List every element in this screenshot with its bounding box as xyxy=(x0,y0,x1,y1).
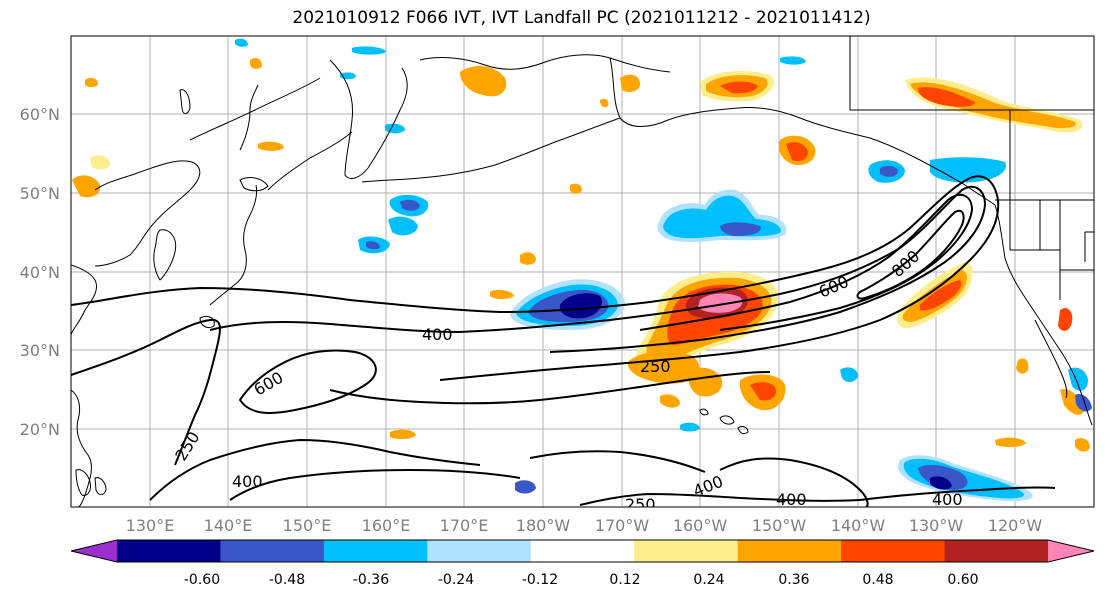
colorbar-labels: -0.60 -0.48 -0.36 -0.24 -0.12 0.12 0.24 … xyxy=(184,572,979,588)
lon-label: 130°E xyxy=(126,516,175,535)
lon-label: 160°W xyxy=(673,516,728,535)
contour-label: 400 xyxy=(776,490,807,509)
colorbar-tick-label: 0.24 xyxy=(693,572,724,588)
lat-label: 60°N xyxy=(20,105,60,124)
lon-label: 140°W xyxy=(831,516,886,535)
ivt-contours xyxy=(71,175,1056,507)
lat-label: 50°N xyxy=(20,184,60,203)
lon-label: 140°E xyxy=(204,516,253,535)
colorbar-segment xyxy=(944,540,1049,562)
colorbar-tick-label: 0.48 xyxy=(862,572,893,588)
lon-label: 180°W xyxy=(516,516,571,535)
colorbar-outline xyxy=(70,539,1095,563)
colorbar-segment xyxy=(841,540,946,562)
lon-label: 150°E xyxy=(283,516,332,535)
graticule xyxy=(71,36,1094,507)
contour-label: 400 xyxy=(422,325,453,344)
lon-label: 130°W xyxy=(909,516,964,535)
colorbar-tick-label: -0.36 xyxy=(353,572,389,588)
colorbar-segment xyxy=(530,540,635,562)
colorbar-tick-label: -0.60 xyxy=(184,572,220,588)
negative-anomaly-patches xyxy=(235,38,1092,502)
colorbar-segment xyxy=(634,540,739,562)
map-frame xyxy=(70,35,1095,508)
colorbar-tick-label: -0.24 xyxy=(438,572,474,588)
colorbar-segment xyxy=(323,540,428,562)
colorbar-segment xyxy=(117,540,221,562)
lon-label: 160°E xyxy=(362,516,411,535)
positive-anomaly-patches xyxy=(72,58,1090,452)
lat-label: 40°N xyxy=(20,263,60,282)
colorbar-segments xyxy=(117,540,1049,562)
colorbar-segment xyxy=(427,540,532,562)
lon-label: 150°W xyxy=(752,516,807,535)
colorbar-max-extend xyxy=(1048,540,1094,562)
colorbar-tick-label: 0.12 xyxy=(609,572,640,588)
map-title: 2021010912 F066 IVT, IVT Landfall PC (20… xyxy=(292,8,871,28)
lon-label: 170°E xyxy=(440,516,489,535)
lat-label: 20°N xyxy=(20,420,60,439)
latitude-labels: 60°N 50°N 40°N 30°N 20°N xyxy=(20,105,60,439)
colorbar-tick-label: 0.36 xyxy=(778,572,809,588)
contour-label: 250 xyxy=(625,495,656,514)
contour-label: 400 xyxy=(932,490,963,509)
coastlines xyxy=(71,36,1094,507)
contour-label: 250 xyxy=(640,357,671,376)
lon-label: 170°W xyxy=(595,516,650,535)
colorbar-tick-label: 0.60 xyxy=(947,572,978,588)
colorbar: -0.60 -0.48 -0.36 -0.24 -0.12 0.12 0.24 … xyxy=(70,539,1095,588)
colorbar-segment xyxy=(737,540,842,562)
contour-label: 400 xyxy=(232,472,263,491)
longitude-labels: 130°E 140°E 150°E 160°E 170°E 180°W 170°… xyxy=(126,516,1043,535)
colorbar-segment xyxy=(220,540,325,562)
lon-label: 120°W xyxy=(988,516,1043,535)
lat-label: 30°N xyxy=(20,341,60,360)
colorbar-tick-label: -0.48 xyxy=(269,572,305,588)
colorbar-tick-label: -0.12 xyxy=(522,572,558,588)
colorbar-min-extend xyxy=(71,540,117,562)
